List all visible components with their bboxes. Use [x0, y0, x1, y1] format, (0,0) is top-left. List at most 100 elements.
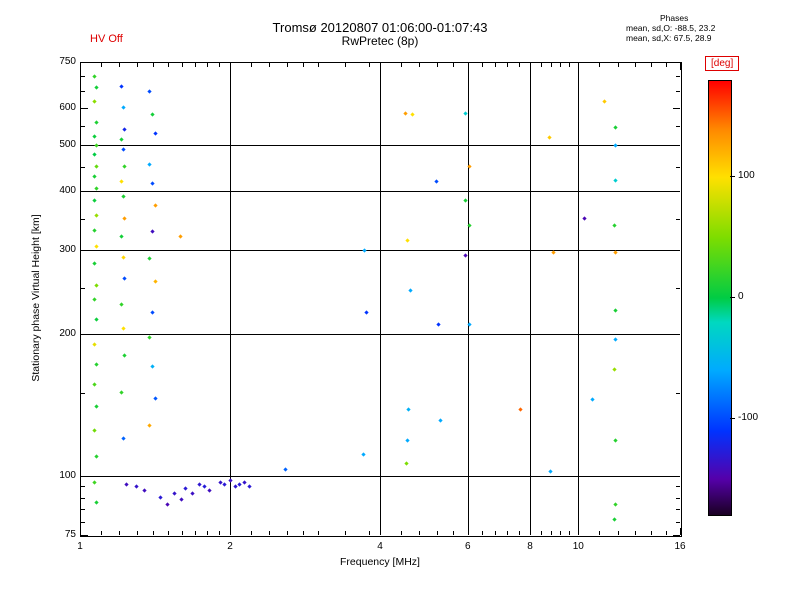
x-major-tick: [578, 63, 580, 70]
x-minor-tick: [368, 531, 370, 535]
x-minor-tick: [617, 531, 619, 535]
x-minor-tick: [481, 63, 483, 67]
y-major-tick: [673, 145, 680, 147]
y-tick-label: 750: [59, 56, 76, 67]
x-major-tick: [467, 63, 469, 70]
x-minor-tick: [302, 63, 304, 67]
x-minor-tick: [494, 63, 496, 67]
y-major-tick: [81, 145, 88, 147]
gridline-vertical: [530, 62, 531, 535]
gridline-horizontal: [80, 191, 680, 193]
x-major-tick: [230, 63, 231, 70]
x-major-tick: [467, 528, 469, 535]
gridline-horizontal: [80, 145, 680, 147]
x-tick-label: 6: [464, 541, 471, 552]
y-major-tick: [81, 107, 88, 109]
y-minor-tick: [676, 497, 680, 499]
x-minor-tick: [218, 531, 220, 535]
x-minor-tick: [286, 531, 288, 535]
colorbar-tick-label: -100: [738, 411, 759, 423]
y-minor-tick: [81, 287, 85, 289]
x-minor-tick: [518, 531, 520, 535]
x-minor-tick: [119, 63, 121, 67]
y-minor-tick: [81, 509, 85, 511]
y-minor-tick: [81, 392, 85, 394]
x-minor-tick: [598, 531, 600, 535]
phases-mean-sd-x: mean, sd,X: 67.5, 28.9: [626, 32, 712, 43]
x-major-tick: [530, 528, 531, 535]
phases-mean-sd-o: mean, sd,O: -88.5, 23.2: [626, 22, 716, 33]
y-minor-tick: [676, 125, 680, 127]
plot-area: [80, 62, 682, 537]
x-minor-tick: [207, 63, 209, 67]
x-axis-label: Frequency [MHz]: [340, 556, 420, 568]
y-minor-tick: [81, 486, 85, 488]
data-point: [402, 110, 408, 116]
phases-stats-block: Phases mean, sd,O: -88.5, 23.2 mean, sd,…: [626, 13, 786, 43]
x-minor-tick: [507, 63, 509, 67]
x-minor-tick: [666, 531, 668, 535]
gridline-vertical: [578, 62, 580, 535]
data-point: [227, 477, 233, 483]
x-minor-tick: [507, 531, 509, 535]
y-major-tick: [81, 191, 88, 193]
x-minor-tick: [136, 531, 138, 535]
x-minor-tick: [181, 63, 183, 67]
x-minor-tick: [269, 531, 271, 535]
y-minor-tick: [676, 287, 680, 289]
y-minor-tick: [676, 166, 680, 168]
y-minor-tick: [81, 91, 85, 93]
x-minor-tick: [651, 531, 653, 535]
y-major-tick: [673, 62, 680, 63]
y-tick-label: 400: [59, 185, 76, 197]
y-minor-tick: [676, 509, 680, 511]
x-minor-tick: [651, 63, 653, 67]
x-minor-tick: [167, 63, 169, 67]
y-major-tick: [81, 475, 88, 477]
x-tick-label: 16: [674, 541, 686, 552]
x-minor-tick: [368, 63, 370, 67]
x-minor-tick: [635, 531, 637, 535]
y-minor-tick: [81, 76, 85, 78]
x-minor-tick: [194, 531, 196, 535]
y-major-tick: [81, 535, 88, 536]
x-minor-tick: [494, 531, 496, 535]
y-major-tick: [673, 191, 680, 193]
plot-title: Tromsø 20120807 01:06:00-01:07:43: [272, 20, 488, 35]
phases-heading: Phases: [660, 13, 689, 23]
hv-status-label: HV Off: [90, 33, 123, 45]
colorbar-tick-label: 100: [738, 170, 755, 182]
gridline-horizontal: [80, 475, 680, 477]
colorbar-units-label: [deg]: [705, 56, 740, 71]
colorbar-tick: [730, 297, 735, 298]
x-minor-tick: [436, 63, 438, 67]
x-minor-tick: [100, 63, 102, 67]
gridline-horizontal: [80, 333, 680, 335]
y-major-tick: [673, 535, 680, 536]
y-major-tick: [81, 333, 88, 335]
y-minor-tick: [81, 218, 85, 220]
x-minor-tick: [136, 63, 138, 67]
y-major-tick: [81, 250, 88, 252]
y-minor-tick: [676, 392, 680, 394]
x-minor-tick: [436, 531, 438, 535]
x-major-tick: [380, 528, 381, 535]
colorbar: [708, 80, 732, 516]
y-major-tick: [673, 107, 680, 109]
x-major-tick: [230, 528, 231, 535]
x-minor-tick: [269, 63, 271, 67]
y-minor-tick: [676, 521, 680, 523]
x-minor-tick: [550, 63, 552, 67]
x-minor-tick: [635, 63, 637, 67]
x-minor-tick: [400, 63, 402, 67]
x-major-tick: [80, 63, 81, 70]
x-minor-tick: [181, 531, 183, 535]
x-minor-tick: [452, 531, 454, 535]
x-minor-tick: [344, 63, 346, 67]
gridline-vertical: [467, 62, 469, 535]
x-major-tick: [530, 63, 531, 70]
x-tick-label: 2: [227, 541, 233, 552]
y-tick-label: 600: [59, 101, 76, 113]
x-tick-label: 8: [527, 541, 533, 552]
